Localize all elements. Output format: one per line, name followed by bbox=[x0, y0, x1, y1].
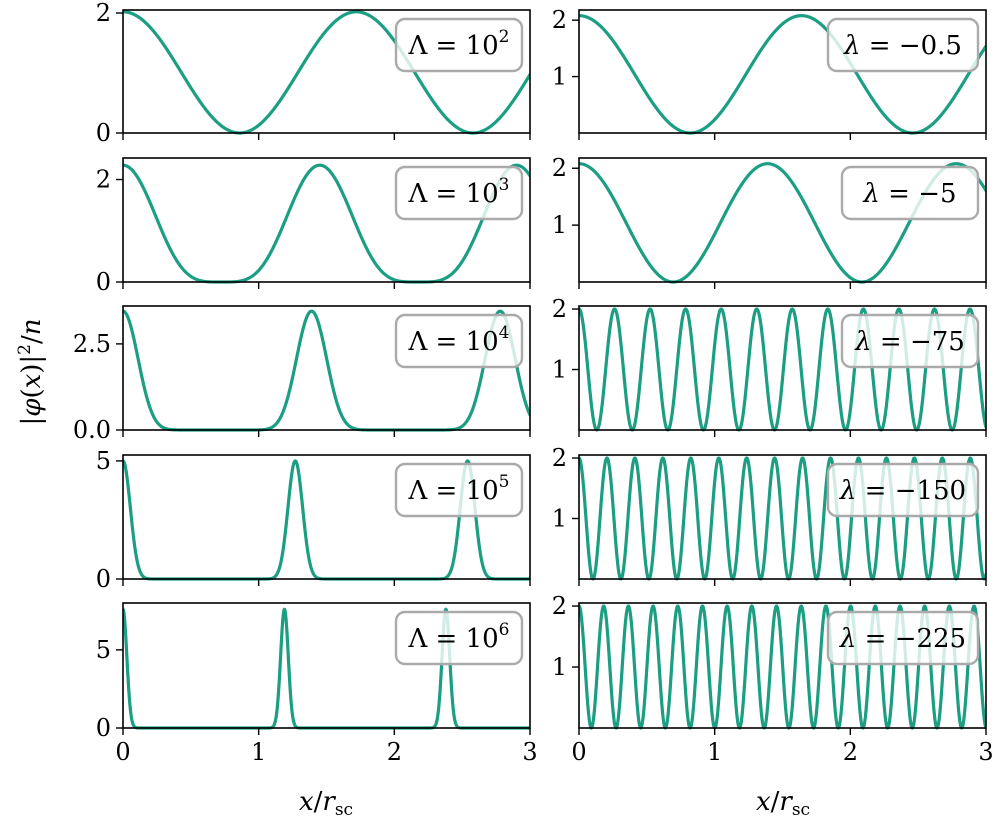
y-tick-label: 2 bbox=[552, 295, 567, 323]
y-tick-label: 0 bbox=[96, 714, 111, 742]
legend-label: λ = −75 bbox=[854, 327, 965, 357]
panel-3: 0.0 2.5 Λ = 104 bbox=[73, 305, 531, 444]
y-tick-label: 2 bbox=[96, 166, 111, 194]
legend-box bbox=[826, 610, 980, 666]
x-tick-label: 0 bbox=[115, 738, 130, 766]
x-tick-label: 3 bbox=[978, 738, 993, 766]
panel-8: 1 2 λ = −75 bbox=[552, 295, 987, 437]
x-axis-label-left: x/rsc bbox=[299, 787, 353, 819]
axes-frame bbox=[122, 9, 531, 134]
x-tick-label: 3 bbox=[522, 738, 537, 766]
y-tick-label: 0 bbox=[96, 119, 111, 147]
x-tick-label: 1 bbox=[707, 738, 722, 766]
legend-box bbox=[394, 313, 524, 369]
legend-box bbox=[394, 462, 524, 518]
panel-2: 0 2 Λ = 103 bbox=[96, 157, 531, 296]
axes-frame bbox=[122, 157, 531, 283]
series-line-8 bbox=[579, 307, 986, 432]
legend-box bbox=[840, 165, 980, 221]
legend-box bbox=[394, 165, 524, 221]
legend-label: λ = −0.5 bbox=[843, 31, 962, 61]
axes-frame bbox=[122, 454, 531, 580]
axes-frame bbox=[578, 305, 987, 431]
axes-frame bbox=[578, 602, 987, 729]
panel-10: 1 2 0 1 2 3 λ = −225 bbox=[552, 592, 994, 766]
series-line-10 bbox=[579, 604, 986, 730]
legend: λ = −225 bbox=[826, 610, 980, 666]
legend: Λ = 105 bbox=[394, 462, 524, 518]
legend: λ = −150 bbox=[826, 462, 980, 518]
y-tick-label: 2 bbox=[552, 444, 567, 472]
y-tick-label: 0.0 bbox=[73, 416, 111, 444]
panel-9: 1 2 λ = −150 bbox=[552, 444, 987, 586]
axes-frame bbox=[122, 602, 531, 729]
legend-box bbox=[826, 462, 980, 518]
y-tick-label: 1 bbox=[552, 211, 567, 239]
y-tick-label: 5 bbox=[96, 447, 111, 475]
x-tick-label: 0 bbox=[571, 738, 586, 766]
legend: Λ = 106 bbox=[394, 610, 524, 666]
legend: λ = −0.5 bbox=[826, 17, 980, 73]
legend: Λ = 104 bbox=[394, 313, 524, 369]
legend: Λ = 102 bbox=[394, 17, 524, 73]
legend-label: Λ = 106 bbox=[407, 620, 509, 654]
panel-5: 0 5 0 1 2 3 Λ = 106 bbox=[96, 602, 538, 766]
y-tick-label: 1 bbox=[552, 653, 567, 681]
legend-label: Λ = 104 bbox=[407, 323, 509, 357]
y-tick-label: 0 bbox=[96, 565, 111, 593]
x-tick-label: 1 bbox=[251, 738, 266, 766]
legend-box bbox=[394, 610, 524, 666]
panel-7: 1 2 λ = −5 bbox=[552, 154, 987, 289]
legend-label: Λ = 102 bbox=[407, 27, 509, 61]
legend-box bbox=[826, 17, 980, 73]
series-line-2 bbox=[123, 163, 530, 284]
axes-frame bbox=[578, 9, 987, 134]
y-tick-label: 1 bbox=[552, 63, 567, 91]
legend: λ = −75 bbox=[840, 313, 980, 369]
axes-frame bbox=[578, 454, 987, 580]
x-tick-label: 2 bbox=[843, 738, 858, 766]
y-tick-label: 2 bbox=[552, 592, 567, 620]
panel-6: 1 2 λ = −0.5 bbox=[552, 6, 987, 140]
axes-frame bbox=[122, 305, 531, 431]
x-axis-label-right: x/rsc bbox=[756, 787, 810, 819]
legend: Λ = 103 bbox=[394, 165, 524, 221]
y-tick-label: 1 bbox=[552, 356, 567, 384]
legend-label: λ = −150 bbox=[839, 476, 966, 506]
x-tick-label: 2 bbox=[387, 738, 402, 766]
y-tick-label: 2 bbox=[552, 6, 567, 34]
axes-frame bbox=[578, 157, 987, 283]
y-tick-label: 5 bbox=[96, 636, 111, 664]
y-tick-label: 2.5 bbox=[73, 330, 111, 358]
legend-label: λ = −5 bbox=[862, 179, 956, 209]
legend-box bbox=[394, 17, 524, 73]
y-tick-label: 1 bbox=[552, 505, 567, 533]
legend-label: Λ = 103 bbox=[407, 175, 509, 209]
y-tick-label: 0 bbox=[96, 268, 111, 296]
legend: λ = −5 bbox=[840, 165, 980, 221]
series-line-1 bbox=[123, 10, 530, 135]
legend-label: Λ = 105 bbox=[407, 472, 509, 506]
panels: 0 2 Λ = 102 0 2 Λ = 103 0.0 2.5 Λ = 104 0 5 Λ = 105… bbox=[73, 0, 994, 766]
y-tick-label: 2 bbox=[552, 154, 567, 182]
y-tick-label: 2 bbox=[96, 0, 111, 27]
panel-1: 0 2 Λ = 102 bbox=[96, 0, 531, 147]
panel-4: 0 5 Λ = 105 bbox=[96, 447, 531, 593]
legend-box bbox=[840, 313, 980, 369]
legend-label: λ = −225 bbox=[839, 624, 966, 654]
y-axis-label: |φ(x)|2/n bbox=[15, 318, 47, 425]
